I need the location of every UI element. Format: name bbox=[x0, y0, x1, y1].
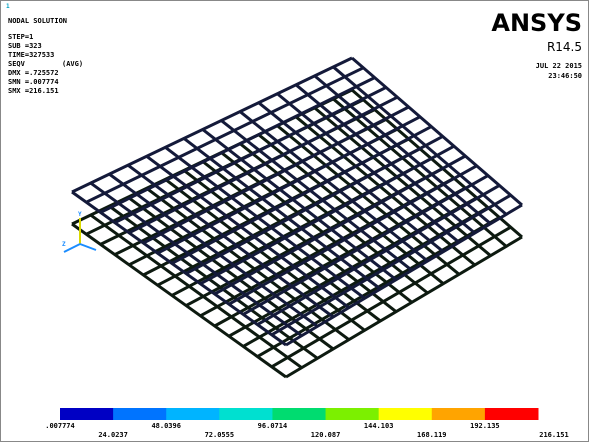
info-line: SUB =323 bbox=[8, 42, 42, 50]
info-result-mode: (AVG) bbox=[62, 60, 83, 68]
info-stat: DMX =.725572 bbox=[8, 69, 59, 77]
info-line: TIME=327533 bbox=[8, 51, 54, 59]
screen: Y Z 1 NODAL SOLUTION STEP=1 SUB =323 TIM… bbox=[0, 0, 589, 442]
legend-label: 72.0555 bbox=[205, 431, 235, 439]
info-result: SEQV bbox=[8, 60, 26, 68]
legend-label: 216.151 bbox=[539, 431, 569, 439]
info-line: STEP=1 bbox=[8, 33, 33, 41]
legend-swatch bbox=[379, 408, 433, 420]
legend-label: 48.0396 bbox=[151, 422, 181, 430]
legend-swatch bbox=[272, 408, 326, 420]
svg-text:Y: Y bbox=[78, 211, 82, 218]
info-stat: SMN =.007774 bbox=[8, 78, 59, 86]
legend-label: 168.119 bbox=[417, 431, 447, 439]
time: 23:46:50 bbox=[548, 72, 582, 80]
info-stat: SMX =216.151 bbox=[8, 87, 59, 95]
logo: ANSYS bbox=[491, 9, 582, 37]
svg-text:Z: Z bbox=[62, 241, 66, 248]
legend-swatch bbox=[432, 408, 486, 420]
legend-swatch bbox=[485, 408, 539, 420]
legend-label: 24.0237 bbox=[98, 431, 128, 439]
legend-label: .007774 bbox=[45, 422, 75, 430]
frame bbox=[1, 1, 589, 442]
legend-swatch bbox=[166, 408, 220, 420]
date: JUL 22 2015 bbox=[536, 62, 582, 70]
info-title: NODAL SOLUTION bbox=[8, 17, 67, 25]
legend-label: 120.087 bbox=[311, 431, 341, 439]
legend-swatch bbox=[60, 408, 114, 420]
legend-swatch bbox=[219, 408, 273, 420]
legend-label: 192.135 bbox=[470, 422, 500, 430]
release: R14.5 bbox=[547, 40, 582, 54]
legend-swatch bbox=[326, 408, 380, 420]
legend-label: 96.0714 bbox=[258, 422, 288, 430]
marker: 1 bbox=[6, 3, 10, 10]
legend-label: 144.103 bbox=[364, 422, 394, 430]
legend-swatch bbox=[113, 408, 167, 420]
